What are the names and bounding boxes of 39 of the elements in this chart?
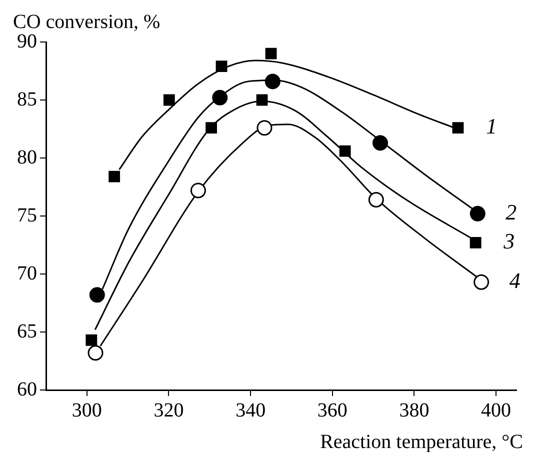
point <box>264 74 280 90</box>
point <box>256 120 272 136</box>
point <box>265 48 277 60</box>
point <box>88 345 104 361</box>
y-tick-label: 70 <box>17 262 37 284</box>
x-tick-label: 380 <box>399 399 430 422</box>
point <box>108 170 120 182</box>
point <box>206 122 217 134</box>
point <box>372 135 388 151</box>
point <box>368 192 384 208</box>
point <box>452 122 464 134</box>
x-tick-label: 400 <box>481 399 512 422</box>
x-tick-label: 320 <box>154 399 184 422</box>
point <box>470 236 482 248</box>
x-axis-title: Reaction temperature, °C <box>320 431 523 453</box>
point <box>212 90 228 106</box>
x-tick-label: 360 <box>317 399 348 422</box>
y-tick-label: 90 <box>17 30 37 52</box>
series-label: 4 <box>509 268 520 293</box>
series-label: 2 <box>506 199 517 224</box>
series-label: 1 <box>486 114 497 139</box>
point <box>470 206 486 222</box>
x-tick-label: 300 <box>72 399 102 422</box>
y-tick-label: 60 <box>17 378 37 400</box>
y-tick-label: 75 <box>17 204 37 226</box>
point <box>89 287 105 303</box>
y-axis-title: CO conversion, % <box>13 11 160 33</box>
x-tick-label: 340 <box>236 399 266 422</box>
y-tick-label: 85 <box>17 88 37 110</box>
point <box>474 274 490 290</box>
point <box>86 334 98 346</box>
point <box>216 60 228 72</box>
point <box>163 94 175 106</box>
point <box>339 145 351 157</box>
y-tick-label: 65 <box>17 320 37 342</box>
point <box>190 182 206 198</box>
y-tick-label: 80 <box>17 146 37 168</box>
series-label: 3 <box>502 228 515 254</box>
point <box>256 94 268 106</box>
